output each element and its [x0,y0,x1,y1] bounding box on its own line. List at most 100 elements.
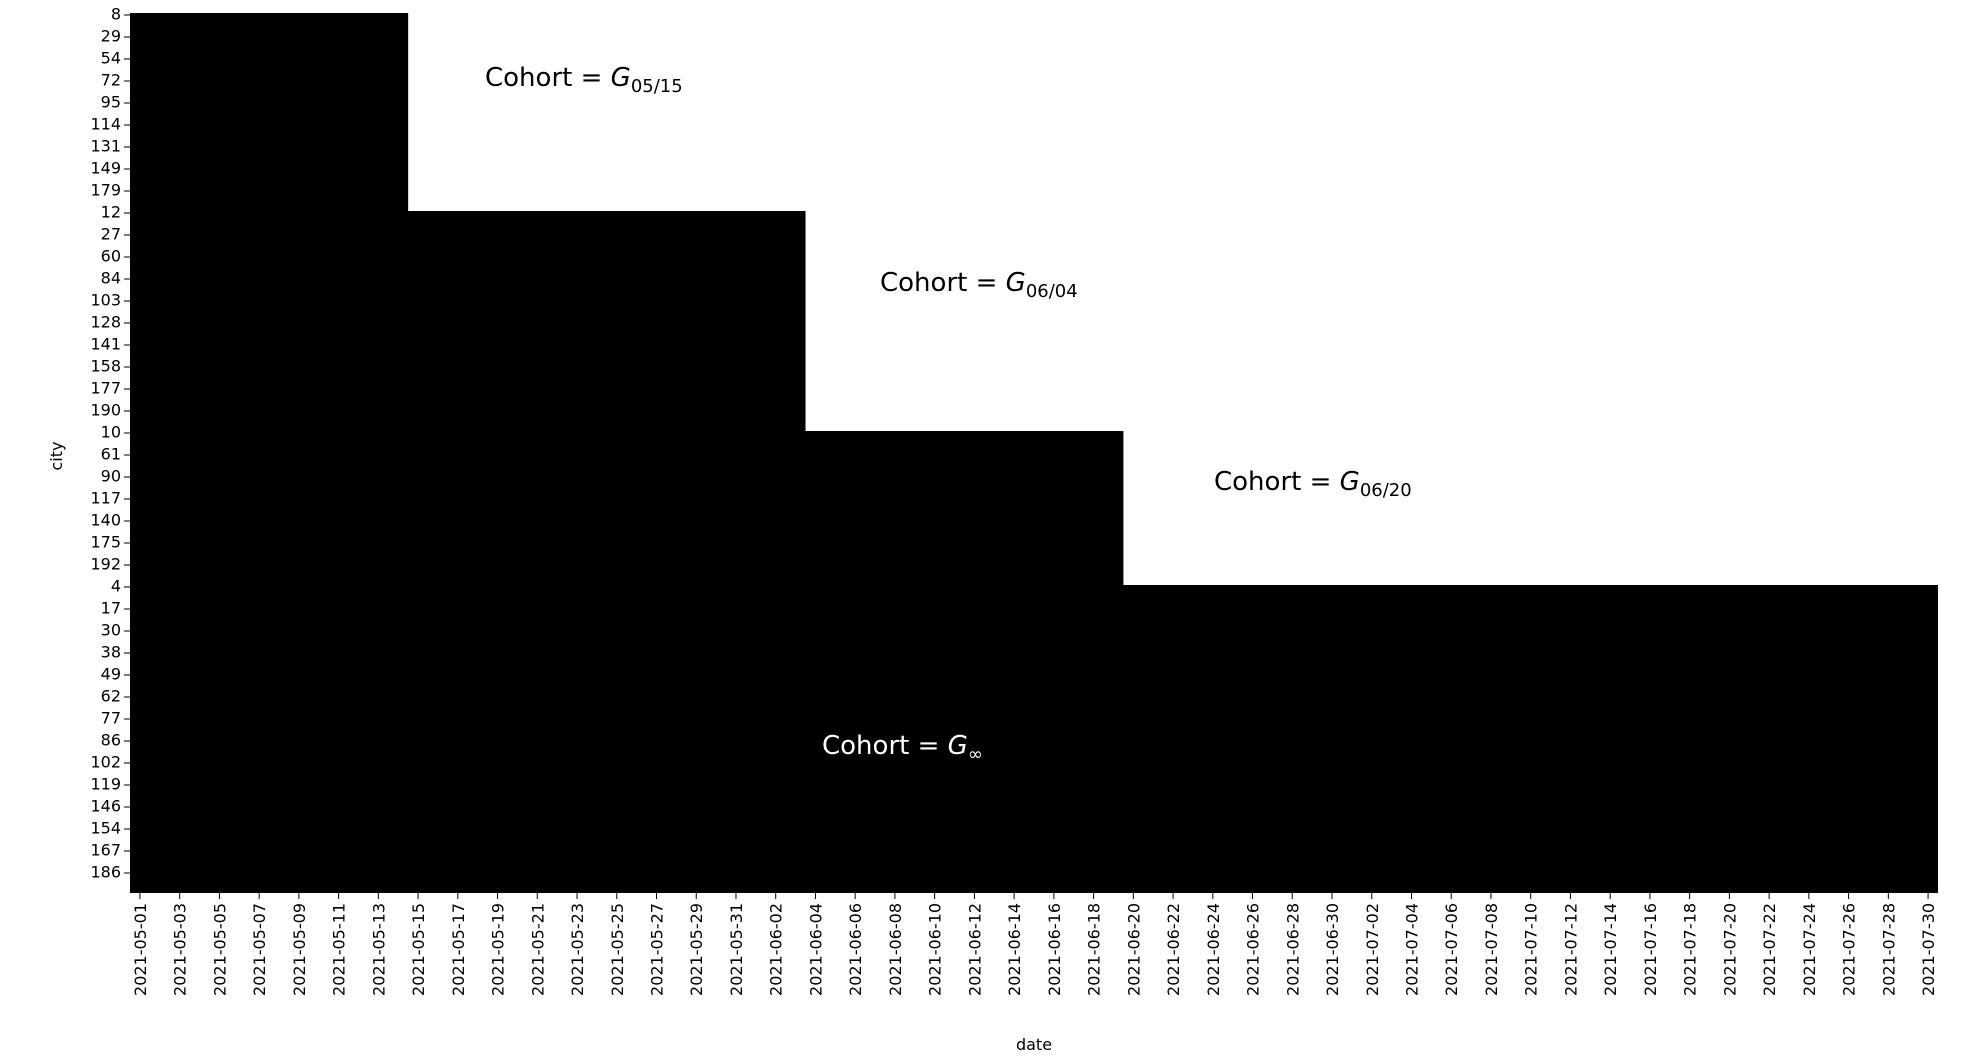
x-tick-label: 2021-05-03 [171,903,190,996]
y-tick-label: 117 [90,489,121,508]
y-tick-label: 17 [101,599,121,618]
heatmap-block [130,13,409,211]
y-tick-label: 141 [90,335,121,354]
annotation-symbol: G [611,63,631,93]
x-tick-label: 2021-06-24 [1204,903,1223,996]
heatmap-block [130,585,1938,893]
x-tick-label: 2021-06-26 [1244,903,1263,996]
y-tick-label: 12 [101,203,121,222]
annotation: Cohort = G05/15 [485,63,683,97]
y-tick-label: 54 [101,49,121,68]
x-tick-label: 2021-06-30 [1323,903,1342,996]
x-tick-label: 2021-06-22 [1164,903,1183,996]
annotation: Cohort = G06/04 [880,268,1078,302]
y-tick-label: 102 [90,753,121,772]
y-tick-label: 114 [90,115,121,134]
y-tick-label: 158 [90,357,121,376]
y-tick-label: 186 [90,863,121,882]
y-tick-label: 146 [90,797,121,816]
x-tick-label: 2021-07-12 [1561,903,1580,996]
y-tick-label: 86 [101,731,121,750]
y-axis-label: city [47,442,66,471]
x-tick-label: 2021-07-20 [1720,903,1739,996]
x-tick-label: 2021-05-25 [608,903,627,996]
heatmap-block [130,431,1124,585]
x-tick-label: 2021-05-09 [290,903,309,996]
y-tick-label: 128 [90,313,121,332]
heatmap-block [130,211,806,431]
x-tick-label: 2021-06-12 [965,903,984,996]
x-tick-label: 2021-05-17 [449,903,468,996]
y-tick-label: 77 [101,709,121,728]
y-tick-label: 27 [101,225,121,244]
x-tick-label: 2021-06-08 [886,903,905,996]
y-tick-label: 30 [101,621,121,640]
x-tick-label: 2021-05-13 [369,903,388,996]
x-tick-label: 2021-06-02 [767,903,786,996]
x-tick-label: 2021-07-02 [1363,903,1382,996]
x-tick-label: 2021-07-10 [1522,903,1541,996]
y-tick-label: 103 [90,291,121,310]
annotation: Cohort = G06/20 [1214,467,1412,501]
y-tick-label: 177 [90,379,121,398]
annotation-subscript: 06/04 [1026,281,1078,302]
x-tick-label: 2021-07-18 [1681,903,1700,996]
x-tick-label: 2021-05-21 [528,903,547,996]
y-tick-label: 192 [90,555,121,574]
y-tick-label: 175 [90,533,121,552]
y-tick-label: 140 [90,511,121,530]
x-tick-label: 2021-06-06 [846,903,865,996]
y-tick-label: 167 [90,841,121,860]
x-tick-label: 2021-07-28 [1879,903,1898,996]
x-tick-label: 2021-06-04 [806,903,825,996]
annotation: Cohort = G∞ [822,731,983,765]
annotation-subscript: 05/15 [631,76,683,97]
annotation-subscript: 06/20 [1360,480,1412,501]
y-tick-label: 10 [101,423,121,442]
annotation-label: Cohort = [822,731,948,761]
annotation-symbol: G [948,731,968,761]
x-tick-label: 2021-06-14 [1005,903,1024,996]
y-tick-label: 72 [101,71,121,90]
x-tick-label: 2021-05-11 [330,903,349,996]
x-tick-label: 2021-06-10 [926,903,945,996]
y-tick-label: 62 [101,687,121,706]
x-tick-label: 2021-07-30 [1919,903,1938,996]
y-tick-label: 49 [101,665,121,684]
x-tick-label: 2021-06-28 [1283,903,1302,996]
y-tick-label: 90 [101,467,121,486]
x-tick-label: 2021-05-29 [687,903,706,996]
y-tick-label: 190 [90,401,121,420]
annotation-symbol: G [1006,268,1026,298]
annotation-subscript: ∞ [968,744,983,765]
annotation-label: Cohort = [485,63,611,93]
x-tick-label: 2021-05-19 [489,903,508,996]
y-tick-label: 95 [101,93,121,112]
x-tick-label: 2021-06-20 [1124,903,1143,996]
x-tick-label: 2021-07-14 [1601,903,1620,996]
x-tick-label: 2021-06-18 [1085,903,1104,996]
x-tick-label: 2021-07-08 [1482,903,1501,996]
x-tick-label: 2021-07-22 [1760,903,1779,996]
x-tick-label: 2021-05-05 [210,903,229,996]
x-tick-label: 2021-05-23 [568,903,587,996]
y-tick-label: 60 [101,247,121,266]
x-tick-label: 2021-05-07 [250,903,269,996]
y-tick-label: 8 [111,5,121,24]
x-tick-label: 2021-07-06 [1442,903,1461,996]
y-tick-label: 154 [90,819,121,838]
y-tick-label: 61 [101,445,121,464]
y-tick-label: 38 [101,643,121,662]
x-axis-label: date [1016,1035,1052,1054]
x-tick-label: 2021-07-26 [1840,903,1859,996]
x-tick-label: 2021-05-01 [131,903,150,996]
y-tick-label: 4 [111,577,121,596]
y-tick-label: 149 [90,159,121,178]
x-tick-label: 2021-06-16 [1045,903,1064,996]
x-tick-label: 2021-07-24 [1800,903,1819,996]
x-tick-label: 2021-05-31 [727,903,746,996]
y-tick-label: 84 [101,269,121,288]
y-tick-label: 29 [101,27,121,46]
x-tick-label: 2021-05-15 [409,903,428,996]
